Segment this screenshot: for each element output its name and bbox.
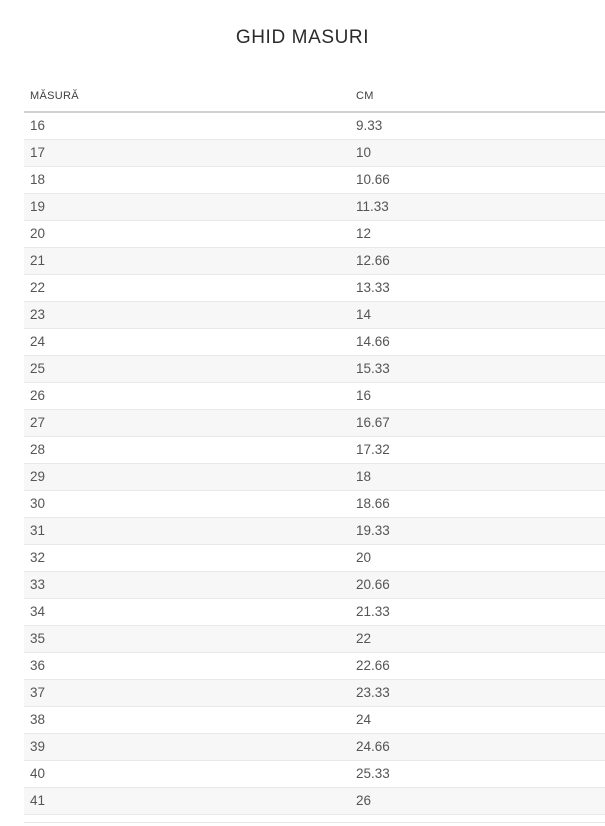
- size-cell: 38: [30, 712, 46, 727]
- size-cell: 18: [30, 172, 46, 187]
- table-row: 30 18.66: [24, 491, 605, 518]
- table-row: 33 20.66: [24, 571, 605, 599]
- size-cell: 26: [30, 388, 46, 403]
- table-row: 31 19.33: [24, 517, 605, 545]
- size-cell: 29: [30, 469, 46, 484]
- table-row: 41 26: [24, 787, 605, 815]
- cm-cell: 14.66: [356, 334, 390, 349]
- size-cell: 34: [30, 604, 46, 619]
- cm-cell: 12: [356, 226, 372, 241]
- size-cell: 27: [30, 415, 46, 430]
- table-row: 18 10.66: [24, 167, 605, 194]
- table-row: 32 20: [24, 545, 605, 572]
- cm-cell: 11.33: [356, 199, 389, 214]
- table-row: 28 17.32: [24, 437, 605, 464]
- size-cell: 17: [30, 145, 46, 160]
- cm-cell: 10.66: [356, 172, 390, 187]
- table-row: 36 22.66: [24, 653, 605, 680]
- cm-cell: 24: [356, 712, 372, 727]
- size-cell: 25: [30, 361, 46, 376]
- table-row: 23 14: [24, 301, 605, 329]
- cm-cell: 16: [356, 388, 372, 403]
- column-header-masura: MĂSURĂ: [24, 86, 350, 113]
- size-cell: 35: [30, 631, 46, 646]
- table-row: 34 21.33: [24, 599, 605, 626]
- size-cell: 20: [30, 226, 46, 241]
- header-row: MĂSURĂ CM: [24, 86, 605, 113]
- table-row: 29 18: [24, 463, 605, 491]
- size-cell: 39: [30, 739, 46, 754]
- table-row: 17 10: [24, 139, 605, 167]
- size-cell: 28: [30, 442, 46, 457]
- table-row: 22 13.33: [24, 275, 605, 302]
- size-cell: 31: [30, 523, 46, 538]
- partial-next-row-border: [24, 822, 605, 823]
- cm-cell: 20.66: [356, 577, 390, 592]
- table-row: 40 25.33: [24, 761, 605, 788]
- cm-cell: 22: [356, 631, 372, 646]
- column-header-cm: CM: [350, 86, 605, 113]
- cm-cell: 10: [356, 145, 372, 160]
- size-cell: 21: [30, 253, 46, 268]
- table-row: 26 16: [24, 383, 605, 410]
- size-cell: 22: [30, 280, 46, 295]
- cm-cell: 12.66: [356, 253, 390, 268]
- size-cell: 23: [30, 307, 46, 322]
- size-table-header: MĂSURĂ CM: [24, 86, 605, 113]
- cm-cell: 17.32: [356, 442, 390, 457]
- size-cell: 32: [30, 550, 46, 565]
- table-row: 38 24: [24, 707, 605, 734]
- size-table-body: 16 9.33 17 10 18 10.66 19 11.33 20 12 21 12.66 22 13.…: [24, 112, 605, 815]
- size-cell: 19: [30, 199, 46, 214]
- cm-cell: 22.66: [356, 658, 390, 673]
- size-cell: 33: [30, 577, 46, 592]
- cm-cell: 15.33: [356, 361, 390, 376]
- size-cell: 36: [30, 658, 46, 673]
- cm-cell: 18: [356, 469, 372, 484]
- table-row: 25 15.33: [24, 355, 605, 383]
- cm-cell: 18.66: [356, 496, 390, 511]
- page-title: GHID MASURI: [235, 27, 370, 48]
- cm-cell: 20: [356, 550, 372, 565]
- cm-cell: 23.33: [356, 685, 390, 700]
- cm-cell: 16.67: [356, 415, 390, 430]
- table-row: 21 12.66: [24, 247, 605, 275]
- table-row: 39 24.66: [24, 733, 605, 761]
- cm-cell: 25.33: [356, 766, 390, 781]
- table-row: 24 14.66: [24, 329, 605, 356]
- size-guide-table-container: MĂSURĂ CM 16 9.33 17 10 18 10.66 19 11.33 20 12 21…: [24, 86, 605, 815]
- size-cell: 24: [30, 334, 46, 349]
- size-cell: 30: [30, 496, 46, 511]
- size-cell: 37: [30, 685, 46, 700]
- cm-cell: 13.33: [356, 280, 390, 295]
- table-row: 37 23.33: [24, 679, 605, 707]
- table-row: 27 16.67: [24, 409, 605, 437]
- table-row: 20 12: [24, 221, 605, 248]
- size-cell: 41: [30, 793, 46, 808]
- cm-cell: 21.33: [356, 604, 390, 619]
- size-cell: 40: [30, 766, 46, 781]
- cm-cell: 24.66: [356, 739, 390, 754]
- cm-cell: 9.33: [356, 118, 383, 133]
- cm-cell: 19.33: [356, 523, 390, 538]
- size-cell: 16: [30, 118, 46, 133]
- size-guide-table: MĂSURĂ CM 16 9.33 17 10 18 10.66 19 11.33 20 12 21…: [24, 86, 605, 815]
- table-row: 16 9.33: [24, 112, 605, 140]
- cm-cell: 26: [356, 793, 372, 808]
- table-row: 19 11.33: [24, 193, 605, 221]
- cm-cell: 14: [356, 307, 372, 322]
- table-row: 35 22: [24, 625, 605, 653]
